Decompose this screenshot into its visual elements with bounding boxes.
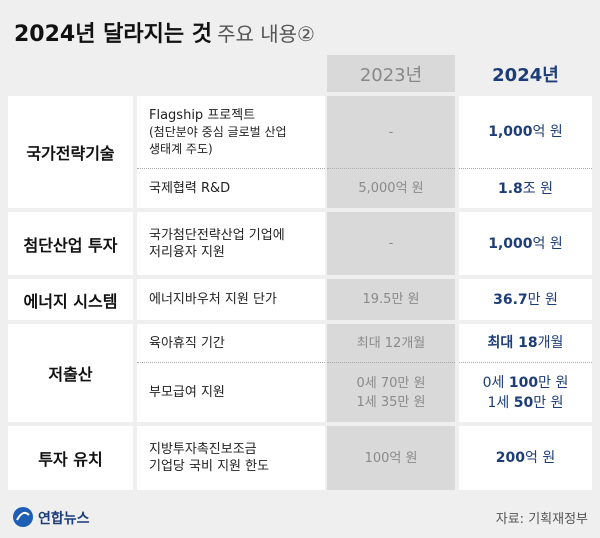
value-2023: 0세 70만 원 1세 35만 원: [327, 362, 455, 422]
category: 첨단산업 투자: [8, 212, 133, 275]
item-text: 기업당 국비 지원 한도: [149, 459, 270, 474]
value-2024-text: 만 원: [533, 394, 564, 411]
value-2024-text: 1.8: [497, 180, 523, 197]
item-text: 부모급여 지원: [149, 385, 225, 400]
value-2024: 최대 18개월: [459, 324, 592, 362]
item-text: 에너지바우처 지원 단가: [149, 292, 277, 307]
value-2023: 19.5만 원: [327, 279, 455, 320]
item-text: (첨단분야 중심 글로벌 산업: [149, 124, 287, 139]
value-2023-text: 100억 원: [364, 450, 418, 466]
title: 2024년 달라지는 것: [14, 22, 212, 47]
value-2023-text: 0세 70만 원: [356, 375, 426, 391]
value-2024-text: 50: [513, 394, 534, 411]
value-2023-text: 1세 35만 원: [356, 394, 426, 410]
value-2023-text: -: [388, 124, 394, 140]
value-2023: -: [327, 96, 455, 168]
value-2023-text: 5,000억 원: [358, 181, 424, 196]
item-text: 지방투자촉진보조금: [149, 442, 257, 457]
item-cell: 국제협력 R&D: [137, 168, 325, 208]
item-cell: 국가첨단전략산업 기업에 저리융자 지원: [137, 212, 325, 275]
value-2024-text: 0세: [482, 374, 509, 391]
category: 저출산: [8, 324, 133, 422]
logo: 연합뉴스: [38, 511, 90, 527]
value-2023-text: -: [388, 236, 394, 251]
value-2024-text: 1,000: [488, 235, 533, 252]
item-text: Flagship 프로젝트: [149, 107, 256, 123]
value-2024: 200억 원: [459, 426, 592, 490]
value-2023: 100억 원: [327, 426, 455, 490]
value-2024: 1.8조 원: [459, 168, 592, 208]
item-cell: 에너지바우처 지원 단가: [137, 279, 325, 320]
value-2023: 최대 12개월: [327, 324, 455, 362]
subtitle: 주요 내용②: [217, 22, 315, 46]
header-2024: 2024년: [492, 64, 559, 86]
value-2023-text: 최대 12개월: [356, 335, 426, 351]
item-cell: 부모급여 지원: [137, 362, 325, 422]
value-2024-line: 0세 100만 원: [483, 373, 569, 393]
value-2024-text: 36.7: [493, 291, 528, 308]
value-2024-text: 1,000: [488, 124, 533, 140]
item-text: 생태계 주도): [149, 141, 213, 156]
value-2024-text: 억 원: [532, 124, 563, 140]
value-2023: 5,000억 원: [327, 168, 455, 208]
value-2024-text: 만 원: [538, 374, 569, 391]
value-2024-line: 1.8조 원: [498, 179, 553, 199]
value-2023-text: 19.5만 원: [362, 292, 420, 307]
logo-icon: [13, 507, 33, 527]
value-2024-text: 억 원: [525, 450, 556, 466]
value-2024: 0세 100만 원 1세 50만 원: [459, 362, 592, 422]
item-text: 육아휴직 기간: [149, 335, 225, 351]
category: 투자 유치: [8, 426, 133, 490]
source: 자료: 기획재정부: [495, 512, 588, 527]
value-2024-text: 만 원: [527, 291, 558, 308]
value-2024-line: 1,000억 원: [488, 122, 563, 142]
category: 국가전략기술: [8, 96, 133, 208]
value-2024: 36.7만 원: [459, 279, 592, 320]
value-2024-line: 200억 원: [496, 448, 555, 468]
value-2024-line: 36.7만 원: [493, 290, 558, 310]
value-2024-line: 1세 50만 원: [488, 393, 564, 413]
value-2024-text: 조 원: [522, 180, 554, 197]
value-2024-text: 개월: [537, 335, 564, 351]
value-2024-text: 100: [508, 374, 539, 391]
value-2023: -: [327, 212, 455, 275]
item-text: 국가첨단전략산업 기업에: [149, 227, 285, 243]
header-2023: 2023년: [359, 64, 423, 86]
value-2024-text: 억 원: [532, 235, 563, 252]
value-2024-text: 최대 18: [487, 335, 538, 351]
item-cell: 육아휴직 기간: [137, 324, 325, 362]
value-2024-line: 1,000억 원: [488, 234, 563, 254]
value-2024-text: 200: [495, 450, 525, 466]
category: 에너지 시스템: [8, 279, 133, 320]
value-2024: 1,000억 원: [459, 96, 592, 168]
value-2024-line: 최대 18개월: [488, 333, 564, 353]
item-text: 저리융자 지원: [149, 244, 225, 260]
title-row: 2024년 달라지는 것 주요 내용②: [14, 16, 315, 48]
value-2024-text: 1세: [487, 394, 514, 411]
item-text: 국제협력 R&D: [149, 181, 231, 196]
value-2024: 1,000억 원: [459, 212, 592, 275]
